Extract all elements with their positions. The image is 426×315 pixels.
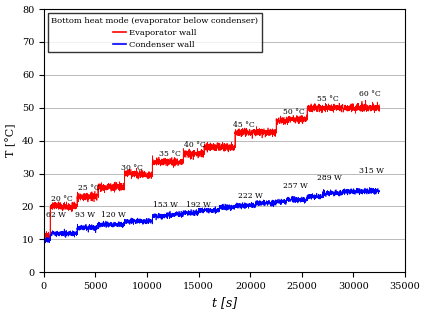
- Text: 40 °C: 40 °C: [184, 141, 206, 149]
- Text: 20 °C: 20 °C: [51, 195, 72, 203]
- Y-axis label: T [°C]: T [°C]: [6, 124, 16, 158]
- Text: 153 W: 153 W: [153, 201, 178, 209]
- Text: 257 W: 257 W: [283, 182, 308, 190]
- Text: 30 °C: 30 °C: [121, 164, 143, 172]
- Text: 45 °C: 45 °C: [233, 121, 254, 129]
- Text: 120 W: 120 W: [101, 211, 126, 219]
- Text: 93 W: 93 W: [75, 211, 95, 219]
- Text: 50 °C: 50 °C: [283, 108, 305, 116]
- Legend: Evaporator wall, Condenser wall: Evaporator wall, Condenser wall: [48, 13, 262, 52]
- Text: 35 °C: 35 °C: [159, 150, 181, 158]
- Text: 60 °C: 60 °C: [359, 90, 380, 98]
- X-axis label: t [s]: t [s]: [212, 296, 237, 309]
- Text: 62 W: 62 W: [46, 211, 66, 219]
- Text: 25 °C: 25 °C: [78, 184, 100, 192]
- Text: 192 W: 192 W: [186, 201, 211, 209]
- Text: 222 W: 222 W: [238, 192, 263, 200]
- Text: 55 °C: 55 °C: [317, 95, 339, 103]
- Text: 315 W: 315 W: [359, 167, 384, 175]
- Text: 289 W: 289 W: [317, 174, 342, 182]
